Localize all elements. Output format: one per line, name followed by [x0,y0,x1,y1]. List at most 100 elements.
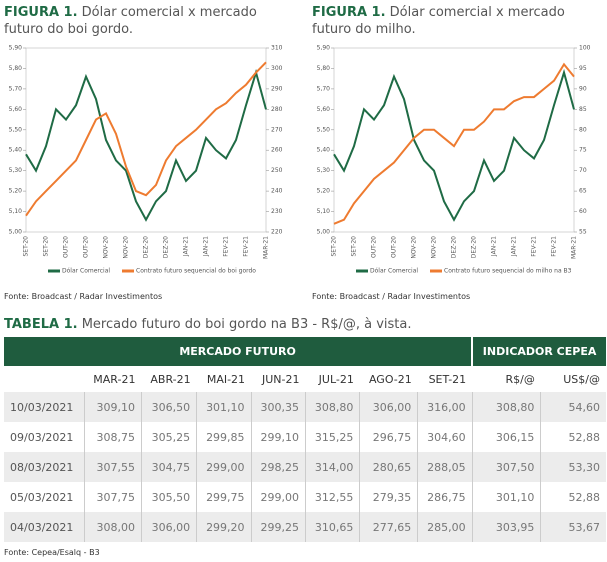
y-tick-label: 5,40 [317,147,331,154]
y-tick-label: 5,60 [317,106,331,113]
x-tick-label: NOV-20 [123,236,130,259]
value-cell: 308,00 [83,512,142,542]
figure-text: Dólar comercial x mercado futuro do milh… [312,5,565,37]
figure-text: Dólar comercial x mercado futuro do boi … [4,5,257,37]
x-tick-label: SET-20 [351,236,358,257]
y-tick-label: 5,90 [317,45,331,52]
table-title: TABELA 1. Mercado futuro do boi gordo na… [4,316,604,333]
y-tick-label: 5,30 [9,167,23,174]
figure-title: FIGURA 1. Dólar comercial x mercado futu… [4,4,289,38]
y2-tick-label: 300 [271,65,283,72]
x-tick-label: DEZ-20 [471,236,478,258]
value-cell: 306,00 [359,392,418,422]
x-tick-label: FEV-21 [223,236,230,257]
value-cell: 53,67 [540,512,606,542]
value-cell: 304,60 [417,422,473,452]
x-tick-label: OUT-20 [371,236,378,258]
x-tick-label: OUT-20 [63,236,70,258]
value-cell: 308,80 [471,392,541,422]
value-cell: 299,20 [196,512,252,542]
line-series [333,68,575,222]
x-tick-label: OUT-20 [391,236,398,258]
value-cell: 298,25 [250,452,306,482]
x-tick-label: OUT-20 [83,236,90,258]
date-cell: 10/03/2021 [4,392,85,422]
value-cell: 288,05 [417,452,473,482]
value-cell: 285,00 [417,512,473,542]
y2-tick-label: 230 [271,208,283,215]
legend-label: Dólar Comercial [62,268,110,275]
table-row: 05/03/2021 307,75 305,50 299,75 299,00 312,55… [4,482,606,512]
column-header: JUN-21 [261,372,300,386]
value-cell: 286,75 [417,482,473,512]
x-tick-label: DEZ-20 [163,236,170,258]
line-series [333,62,575,225]
value-cell: 54,60 [540,392,606,422]
value-cell: 306,15 [471,422,541,452]
value-cell: 312,55 [304,482,360,512]
value-cell: 306,50 [140,392,197,422]
column-header: MAR-21 [93,372,136,386]
table-label: TABELA 1. [4,317,78,332]
value-cell: 280,65 [359,452,418,482]
y-tick-label: 5,50 [9,126,23,133]
x-tick-label: SET-20 [23,236,30,257]
x-tick-label: DEZ-20 [451,236,458,258]
table: MERCADO FUTURO INDICADOR CEPEA MAR-21 ABR-2… [4,337,606,542]
x-tick-label: JAN-21 [203,236,210,257]
table-row: 04/03/2021 308,00 306,00 299,20 299,25 310,65… [4,512,606,542]
column-header-row: MAR-21 ABR-21 MAI-21 JUN-21 JUL-21 AGO-21 SET-… [4,366,606,392]
x-tick-label: FEV-21 [551,236,558,257]
value-cell: 277,65 [359,512,418,542]
date-cell: 04/03/2021 [4,512,85,542]
y-tick-label: 5,20 [317,188,331,195]
x-tick-label: FEV-21 [531,236,538,257]
y2-tick-label: 60 [579,208,587,215]
x-tick-label: SET-20 [43,236,50,257]
figure-label: FIGURA 1. [312,5,386,20]
value-cell: 301,10 [471,482,541,512]
value-cell: 299,00 [250,482,306,512]
value-cell: 308,80 [304,392,360,422]
x-tick-label: DEZ-20 [143,236,150,258]
y-tick-label: 5,00 [317,229,331,236]
y2-tick-label: 65 [579,188,587,195]
column-header: ABR-21 [150,372,191,386]
column-header: SET-21 [428,372,467,386]
chart: 5,00 5,10 5,20 5,30 5,40 5,50 5,60 5,70 5,80 5,90… [9,45,283,275]
x-tick-label: FEV-21 [243,236,250,257]
value-cell: 53,30 [540,452,606,482]
y-tick-label: 5,10 [9,208,23,215]
legend-label: Contrato futuro sequencial do milho na B… [444,268,572,275]
date-cell: 05/03/2021 [10,490,74,504]
y-tick-label: 5,80 [317,65,331,72]
x-tick-label: JAN-21 [491,236,498,257]
value-cell: 296,75 [359,422,418,452]
table-row: 08/03/2021 307,55 304,75 299,00 298,25 314,00… [4,452,606,482]
date-cell: 08/03/2021 [4,452,85,482]
x-tick-label: SET-20 [331,236,338,257]
group-header: INDICADOR CEPEA [471,337,606,366]
y-tick-label: 5,70 [317,85,331,92]
legend-label: Dólar Comercial [370,268,418,275]
table-row: 10/03/2021 309,10 306,50 301,10 300,35 308,80… [4,392,606,422]
y2-tick-label: 280 [271,106,283,113]
value-cell: 306,00 [140,512,197,542]
value-cell: 52,88 [540,482,606,512]
value-cell: 303,95 [471,512,541,542]
group-header: MERCADO FUTURO [4,337,473,366]
line-series [25,68,267,222]
chart: 5,00 5,10 5,20 5,30 5,40 5,50 5,60 5,70 5,80 5,90… [317,45,591,275]
x-tick-label: MAR-21 [571,236,578,259]
value-cell: 299,75 [196,482,252,512]
plot-frame [25,47,267,233]
y2-tick-label: 80 [579,126,587,133]
x-tick-label: NOV-20 [411,236,418,259]
value-cell: 299,85 [196,422,252,452]
column-header: JUL-21 [318,372,354,386]
value-cell: 299,25 [250,512,306,542]
value-cell: 307,75 [83,482,142,512]
y2-tick-label: 220 [271,229,283,236]
value-cell: 299,10 [250,422,306,452]
